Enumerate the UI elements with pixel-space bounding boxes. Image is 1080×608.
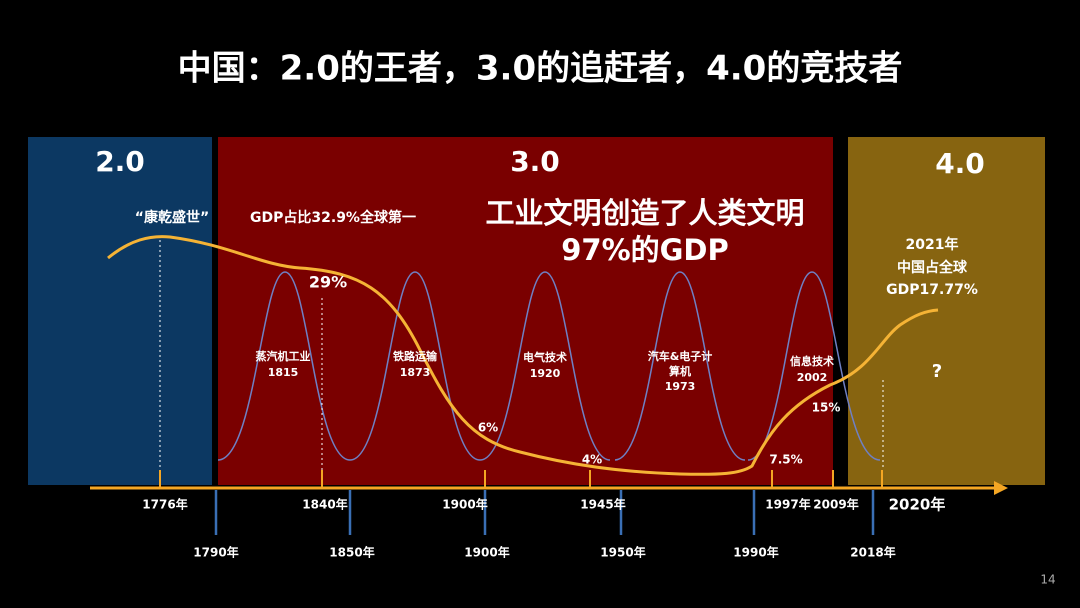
top-year: 1840年 [302, 497, 347, 512]
wave-name: 算机 [668, 364, 691, 378]
top-year: 1776年 [142, 497, 187, 512]
wave-year: 1873 [400, 366, 431, 379]
wave-year: 1973 [665, 380, 696, 393]
title: 中国：2.0的王者，3.0的追赶者，4.0的竞技者 [178, 49, 903, 89]
top-year: 2009年 [813, 497, 858, 512]
curve-label: 29% [309, 273, 347, 292]
bottom-year: 1990年 [733, 545, 778, 560]
era-2-panel [28, 137, 212, 485]
waves [217, 271, 881, 461]
era-label: 2.0 [95, 145, 145, 178]
wave [614, 271, 746, 461]
wave-year: 1815 [268, 366, 299, 379]
headline: 97%的GDP [561, 233, 729, 267]
bottom-year: 1790年 [193, 545, 238, 560]
bottom-ticks [214, 490, 875, 535]
bottom-year: 1900年 [464, 545, 509, 560]
gdp-curve [107, 235, 939, 476]
bottom-year: 1850年 [329, 545, 374, 560]
wave [349, 271, 481, 461]
bottom-year: 1950年 [600, 545, 645, 560]
annotation: GDP17.77% [886, 282, 978, 298]
annotation: “康乾盛世” [135, 209, 209, 226]
guides [159, 240, 884, 470]
wave-name: 铁路运输 [393, 349, 438, 363]
wave [479, 271, 611, 461]
annotation: 中国占全球 [897, 259, 968, 276]
curve-label: 15% [812, 401, 841, 415]
top-year: 1900年 [442, 497, 487, 512]
annotation: 2021年 [906, 236, 959, 253]
top-year: 1997年 [765, 497, 810, 512]
curve-label: 6% [478, 421, 498, 435]
wave-year: 2002 [797, 371, 828, 384]
wave-name: 蒸汽机工业 [256, 349, 311, 363]
wave [217, 271, 351, 461]
era-label: 4.0 [935, 147, 985, 180]
annotation: GDP占比32.9%全球第一 [250, 209, 416, 226]
wave-name: 汽车&电子计 [648, 349, 713, 363]
headline: 工业文明创造了人类文明 [485, 196, 804, 230]
era-4-panel [848, 137, 1045, 485]
top-year: 1945年 [580, 497, 625, 512]
curve-label: 7.5% [769, 453, 802, 467]
wave-year: 1920 [530, 367, 561, 380]
page-number: 14 [1040, 573, 1055, 587]
bottom-year: 2018年 [850, 545, 895, 560]
wave-name: 电气技术 [523, 350, 567, 364]
era-label: 3.0 [510, 145, 560, 178]
top-ticks [159, 470, 883, 488]
wave-name: 信息技术 [790, 354, 834, 368]
wave [747, 271, 881, 461]
timeline-arrow [994, 481, 1008, 495]
top-year: 2020年 [889, 496, 946, 514]
era-3-panel [218, 137, 833, 485]
question: ? [932, 361, 942, 382]
curve-label: 4% [582, 453, 602, 467]
